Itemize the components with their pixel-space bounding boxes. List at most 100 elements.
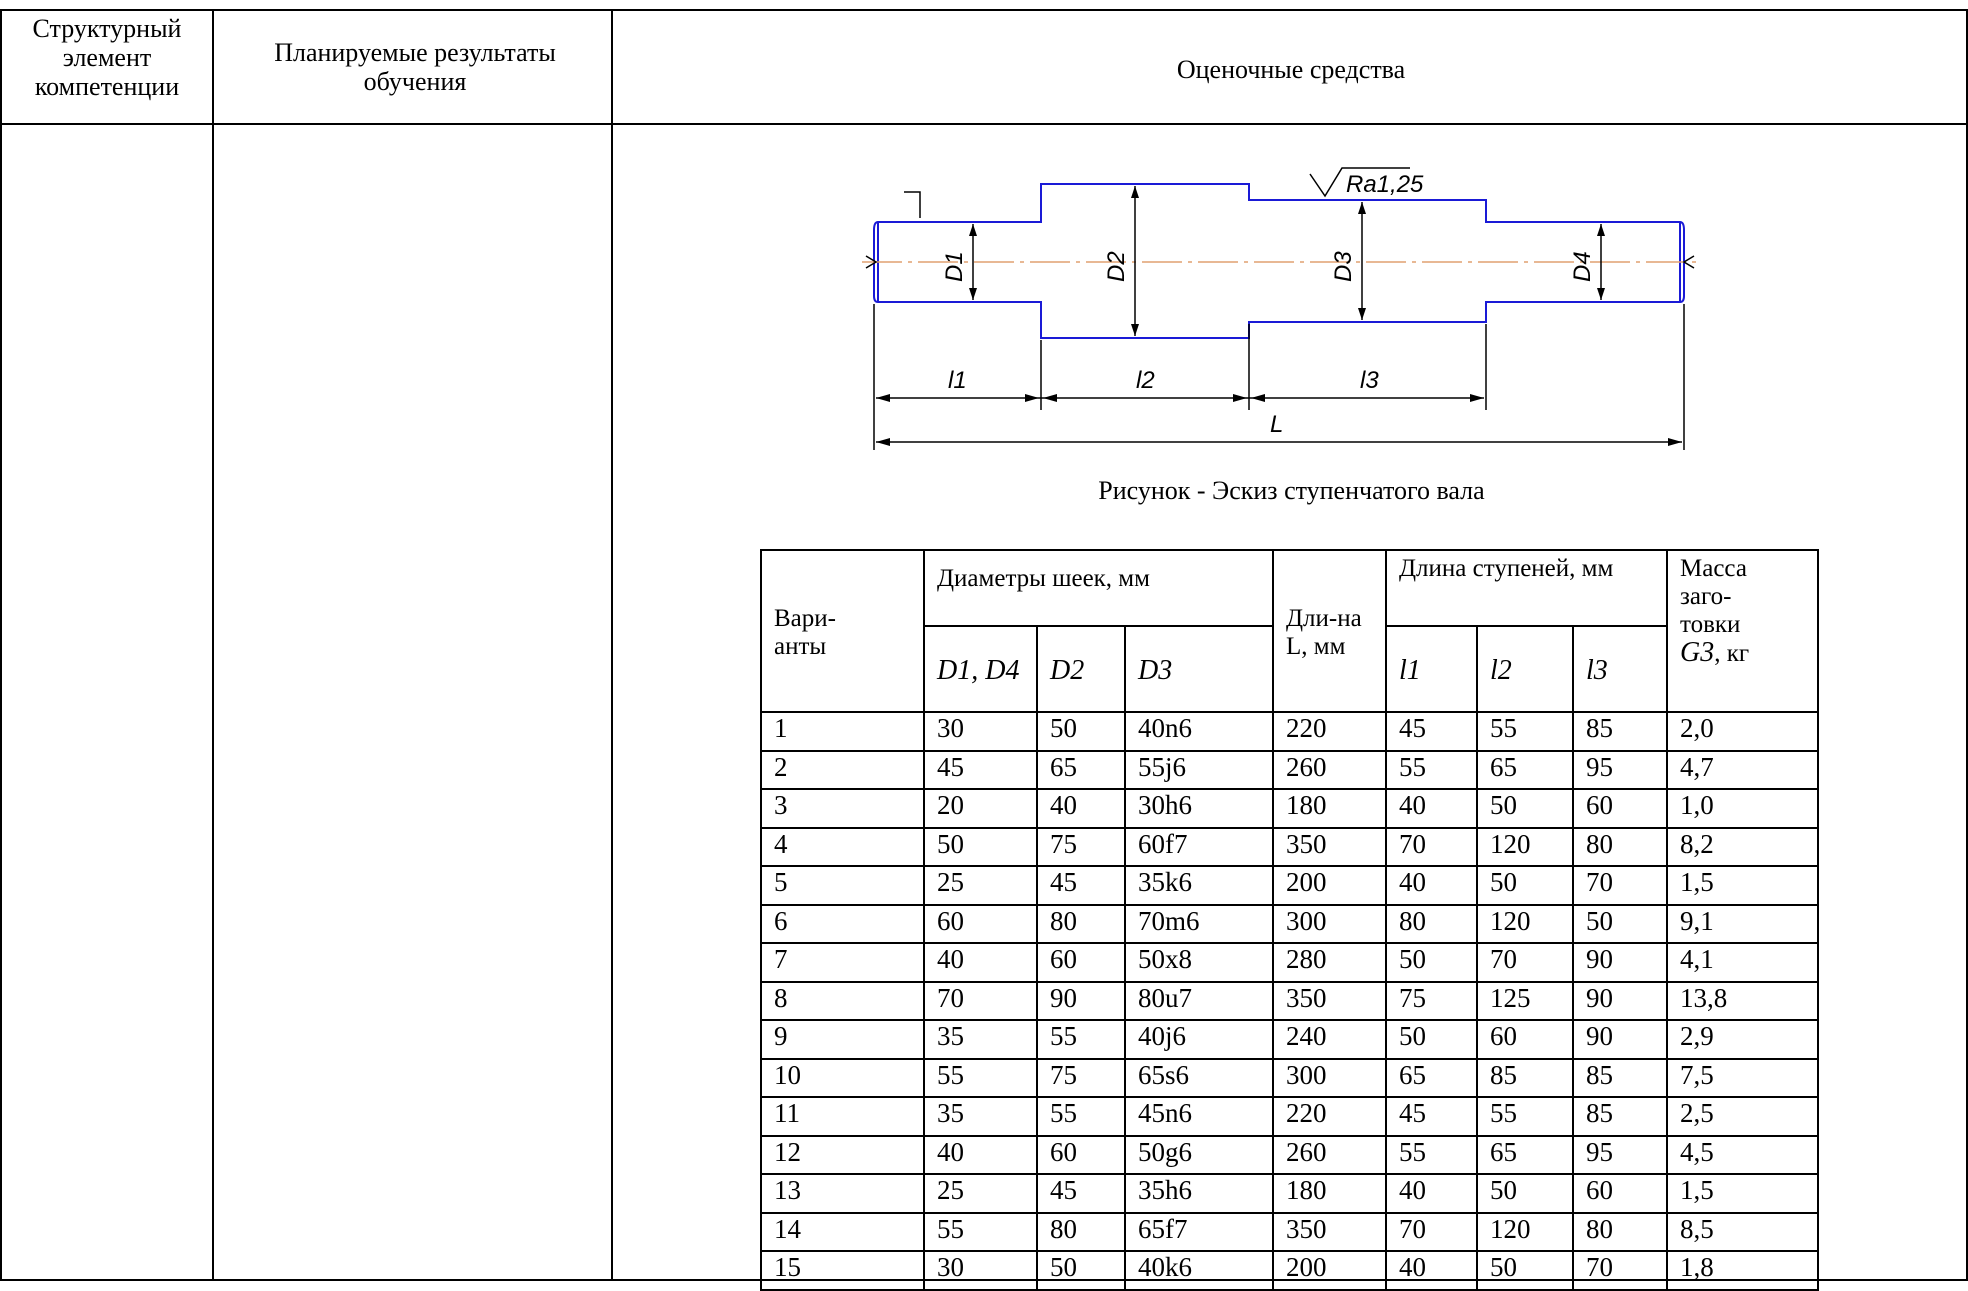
table-cell: 35: [923, 1096, 1038, 1137]
table-cell: 8,2: [1666, 826, 1819, 867]
table-cell: 50: [1385, 942, 1478, 983]
table-cell: 300: [1272, 1057, 1387, 1098]
table-cell: 4: [760, 826, 925, 867]
table-cell: 10: [760, 1057, 925, 1098]
table-cell: 45n6: [1124, 1096, 1274, 1137]
table-cell: 65s6: [1124, 1057, 1274, 1098]
table-cell: 75: [1036, 1057, 1126, 1098]
table-cell: 120: [1476, 903, 1574, 944]
table-cell: 1,8: [1666, 1250, 1819, 1291]
table-cell: 50x8: [1124, 942, 1274, 983]
table-cell: 55: [1036, 1019, 1126, 1060]
table-cell: 60: [1036, 1134, 1126, 1175]
shaft-drawing: Ra1,25 D1 D2 D3 D4 l1 l2 l3 L: [862, 167, 1700, 450]
table-cell: 70: [1476, 942, 1574, 983]
table-row: 3 20 40 30h6 180 40 50 60 1,0: [760, 788, 1819, 829]
table-cell: 70: [923, 980, 1038, 1021]
table-row: 14 55 80 65f7 350 70 120 80 8,5: [760, 1211, 1819, 1252]
g3-symbol: G3: [1680, 637, 1715, 668]
table-cell: 50: [1572, 903, 1668, 944]
table-cell: 55: [923, 1211, 1038, 1252]
dimension-lines: [865, 167, 1695, 450]
table-cell: 90: [1572, 1019, 1668, 1060]
table-cell: 30h6: [1124, 788, 1274, 829]
variants-table-body: 1 30 50 40n6 220 45 55 85 2,0 2 45 65 55j6 260 55 65 95 4…: [760, 711, 1819, 1291]
table-cell: 85: [1572, 1096, 1668, 1137]
table-row: 9 35 55 40j6 240 50 60 90 2,9: [760, 1019, 1819, 1060]
table-cell: 80: [1036, 903, 1126, 944]
dimension-label-l3: l3: [1360, 367, 1379, 394]
table-cell: 8: [760, 980, 925, 1021]
table-row: 8 70 90 80u7 350 75 125 90 13,8: [760, 980, 1819, 1021]
table-row: 1 30 50 40n6 220 45 55 85 2,0: [760, 711, 1819, 752]
table-cell: 50: [1476, 1173, 1574, 1214]
table-cell: 260: [1272, 749, 1387, 790]
dimension-label-l1: l1: [948, 367, 967, 394]
table-cell: 40: [1036, 788, 1126, 829]
table-cell: 1,0: [1666, 788, 1819, 829]
table-cell: 14: [760, 1211, 925, 1252]
table-cell: 7,5: [1666, 1057, 1819, 1098]
table-cell: 20: [923, 788, 1038, 829]
table-row: 5 25 45 35k6 200 40 50 70 1,5: [760, 865, 1819, 906]
table-cell: 220: [1272, 1096, 1387, 1137]
dimension-arrows: [876, 186, 1682, 446]
table-cell: 200: [1272, 1250, 1387, 1291]
table-cell: 65: [1476, 749, 1574, 790]
table-cell: 60: [1572, 788, 1668, 829]
table-cell: 60: [1572, 1173, 1668, 1214]
table-cell: 90: [1572, 942, 1668, 983]
header-l3: l3: [1572, 625, 1668, 713]
table-cell: 55: [1036, 1096, 1126, 1137]
table-cell: 55: [1476, 1096, 1574, 1137]
table-cell: 30: [923, 1250, 1038, 1291]
table-cell: 50: [1476, 865, 1574, 906]
table-cell: 260: [1272, 1134, 1387, 1175]
table-cell: 3: [760, 788, 925, 829]
table-cell: 220: [1272, 711, 1387, 752]
table-cell: 80: [1036, 1211, 1126, 1252]
header-variants: Вари-анты: [760, 549, 925, 713]
table-cell: 1,5: [1666, 1173, 1819, 1214]
table-cell: 70: [1572, 865, 1668, 906]
dimension-label-d3: D3: [1330, 251, 1357, 282]
table-cell: 70: [1385, 1211, 1478, 1252]
table-cell: 180: [1272, 1173, 1387, 1214]
table-cell: 9,1: [1666, 903, 1819, 944]
table-row: 13 25 45 35h6 180 40 50 60 1,5: [760, 1173, 1819, 1214]
table-cell: 25: [923, 1173, 1038, 1214]
table-cell: 45: [1036, 1173, 1126, 1214]
table-cell: 65: [1385, 1057, 1478, 1098]
table-row: 4 50 75 60f7 350 70 120 80 8,2: [760, 826, 1819, 867]
table-cell: 85: [1572, 711, 1668, 752]
table-cell: 40: [923, 942, 1038, 983]
dimension-label-d4: D4: [1569, 251, 1596, 282]
table-row: 6 60 80 70m6 300 80 120 50 9,1: [760, 903, 1819, 944]
table-cell: 5: [760, 865, 925, 906]
table-cell: 65: [1476, 1134, 1574, 1175]
table-cell: 45: [1385, 1096, 1478, 1137]
table-cell: 40n6: [1124, 711, 1274, 752]
table-cell: 8,5: [1666, 1211, 1819, 1252]
table-row: 12 40 60 50g6 260 55 65 95 4,5: [760, 1134, 1819, 1175]
table-cell: 40: [1385, 1173, 1478, 1214]
table-cell: 45: [1385, 711, 1478, 752]
table-cell: 9: [760, 1019, 925, 1060]
table-cell: 11: [760, 1096, 925, 1137]
table-cell: 50g6: [1124, 1134, 1274, 1175]
table-cell: 80: [1572, 1211, 1668, 1252]
table-cell: 50: [923, 826, 1038, 867]
shaft-outline: [873, 183, 1685, 339]
table-cell: 50: [1476, 1250, 1574, 1291]
table-cell: 40: [923, 1134, 1038, 1175]
table-cell: 40: [1385, 788, 1478, 829]
table-cell: 50: [1476, 788, 1574, 829]
table-cell: 240: [1272, 1019, 1387, 1060]
table-cell: 15: [760, 1250, 925, 1291]
table-cell: 13,8: [1666, 980, 1819, 1021]
table-cell: 95: [1572, 1134, 1668, 1175]
table-cell: 50: [1036, 711, 1126, 752]
table-cell: 55: [1385, 1134, 1478, 1175]
table-cell: 40k6: [1124, 1250, 1274, 1291]
table-row: 2 45 65 55j6 260 55 65 95 4,7: [760, 749, 1819, 790]
